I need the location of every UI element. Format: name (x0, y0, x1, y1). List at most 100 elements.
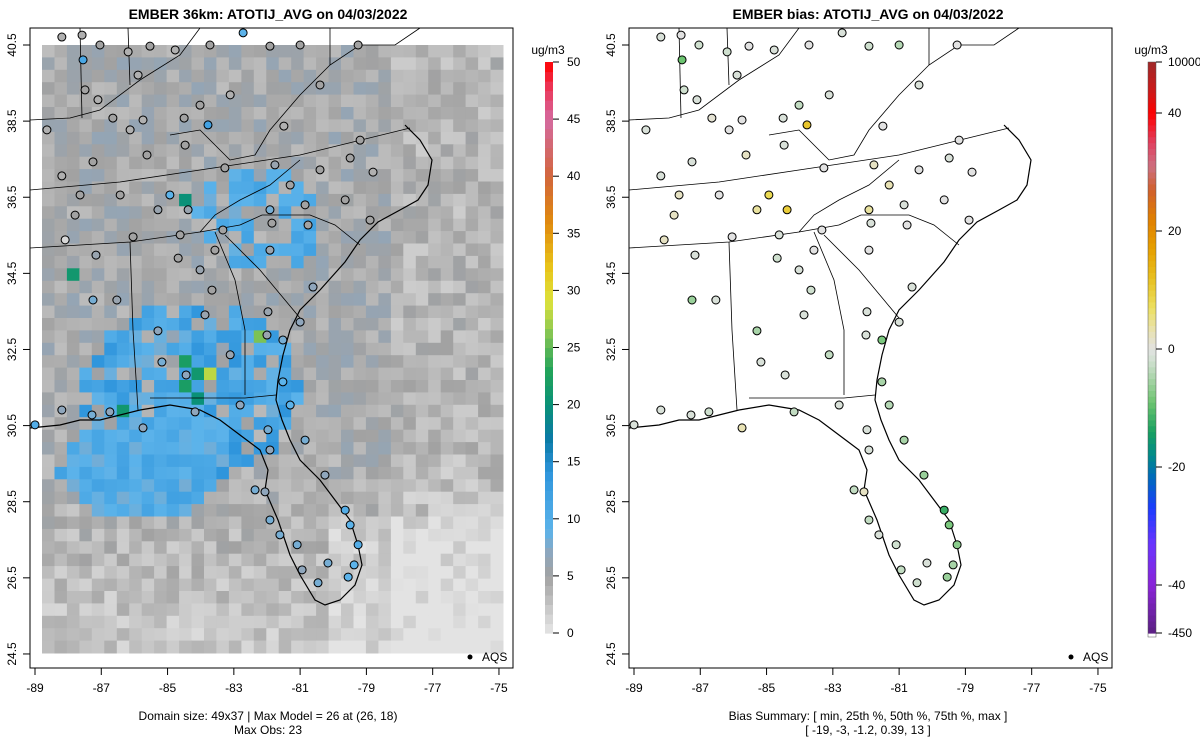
grid-cell (129, 45, 143, 58)
grid-cell (403, 454, 417, 468)
grid-cell (66, 541, 80, 555)
grid-cell (166, 293, 180, 307)
grid-cell (403, 541, 417, 555)
grid-cell (490, 131, 504, 145)
grid-cell (154, 479, 168, 493)
grid-cell (440, 330, 454, 344)
grid-cell (341, 318, 354, 331)
colorbar-tick-label: 30 (567, 283, 581, 297)
colorbar-swatch (545, 509, 553, 520)
grid-cell (440, 231, 454, 244)
grid-cell (390, 156, 404, 170)
grid-cell (390, 454, 404, 468)
grid-cell (316, 442, 330, 455)
grid-cell (166, 131, 180, 145)
grid-cell (303, 45, 317, 58)
grid-cell (316, 615, 330, 629)
grid-cell (154, 516, 168, 530)
grid-cell (204, 94, 217, 108)
grid-cell (478, 131, 492, 145)
grid-cell (191, 69, 205, 83)
grid-cell (341, 442, 354, 455)
grid-cell (266, 355, 280, 369)
grid-cell (42, 417, 55, 431)
colorbar-swatch (545, 442, 553, 453)
grid-cell (278, 553, 292, 567)
grid-cell (378, 156, 392, 170)
grid-cell (66, 367, 80, 381)
grid-cell (390, 380, 404, 393)
colorbar-swatch (1148, 295, 1156, 303)
grid-cell (91, 305, 105, 319)
grid-cell (179, 504, 193, 517)
grid-cell (316, 243, 330, 257)
grid-cell (179, 466, 193, 480)
grid-cell (428, 404, 442, 418)
station-marker (724, 125, 734, 135)
grid-cell (204, 330, 217, 344)
grid-cell (403, 293, 417, 307)
grid-cell (216, 578, 230, 592)
station-marker (656, 32, 666, 42)
grid-cell (490, 380, 504, 393)
grid-cell (490, 45, 504, 58)
grid-cell (428, 628, 442, 642)
grid-cell (241, 94, 255, 108)
grid-cell (253, 603, 267, 617)
station-marker (794, 100, 804, 110)
colorbar-swatch (545, 176, 553, 187)
x-tick-label: -83 (824, 681, 842, 695)
grid-cell (415, 181, 429, 195)
grid-cell (291, 404, 305, 418)
station-marker (794, 265, 804, 275)
grid-cell (403, 516, 417, 530)
grid-cell (291, 57, 305, 71)
grid-cell (453, 69, 467, 83)
station-marker (778, 113, 788, 123)
state-border (169, 27, 421, 161)
grid-cell (191, 454, 205, 468)
grid-cell (341, 628, 354, 642)
grid-cell (415, 640, 429, 654)
grid-cell (204, 553, 217, 567)
grid-cell (428, 528, 442, 542)
grid-cell (465, 255, 479, 269)
grid-cell (166, 417, 180, 431)
grid-cell (116, 553, 130, 567)
grid-cell (415, 466, 429, 480)
grid-cell (166, 504, 180, 517)
grid-cell (341, 131, 354, 145)
grid-cell (440, 392, 454, 406)
colorbar-swatch (545, 528, 553, 539)
grid-cell (316, 392, 330, 406)
station-marker (349, 560, 359, 570)
grid-cell (403, 355, 417, 369)
grid-cell (278, 305, 292, 319)
grid-cell (253, 305, 267, 319)
station-marker (862, 425, 872, 435)
grid-cell (303, 131, 317, 145)
grid-cell (66, 255, 80, 269)
grid-cell (390, 429, 404, 443)
colorbar-swatch (1148, 225, 1156, 232)
grid-cell (316, 206, 330, 220)
grid-cell (216, 615, 230, 629)
grid-cell (316, 640, 330, 654)
grid-cell (54, 442, 68, 455)
grid-cell (341, 417, 354, 431)
grid-cell (91, 466, 105, 480)
grid-cell (54, 119, 68, 133)
grid-cell (365, 528, 379, 542)
grid-cell (365, 566, 379, 579)
state-border (239, 214, 361, 246)
grid-cell (116, 628, 130, 642)
grid-cell (166, 380, 180, 393)
station-marker (687, 295, 697, 305)
grid-cell (353, 640, 367, 654)
grid-cell (179, 528, 193, 542)
grid-cell (415, 491, 429, 505)
grid-cell (241, 45, 255, 58)
grid-cell (179, 82, 193, 96)
station-marker (105, 407, 115, 417)
grid-cell (365, 392, 379, 406)
